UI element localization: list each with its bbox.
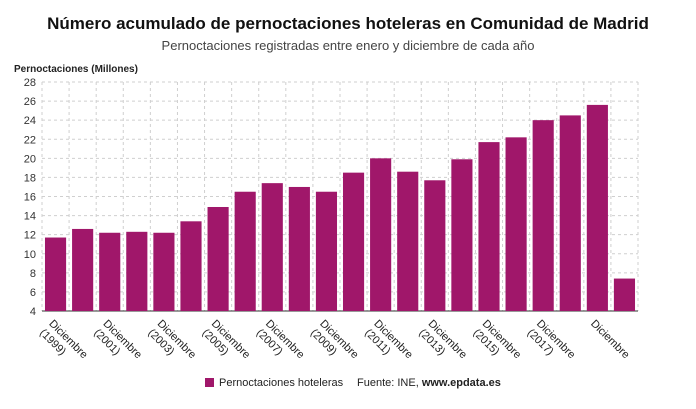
- y-tick-label: 8: [30, 268, 36, 280]
- bar-2018: [559, 115, 581, 311]
- y-tick-label: 28: [24, 77, 36, 89]
- bar-2008: [288, 186, 310, 311]
- y-tick-label: 10: [24, 249, 36, 261]
- x-tick-label: Diciembre(2011): [362, 318, 415, 361]
- y-tick-label: 18: [24, 172, 36, 184]
- x-tick-label: Diciembre(2001): [91, 318, 144, 361]
- bar-2014: [451, 159, 473, 311]
- bar-2010: [342, 172, 365, 311]
- bar-2020: [613, 278, 636, 311]
- bar-2016: [505, 137, 527, 311]
- y-tick-label: 22: [24, 134, 36, 146]
- y-tick-label: 26: [24, 96, 36, 108]
- source-site: www.epdata.es: [421, 377, 501, 389]
- source-note: Fuente: INE, www.epdata.es: [357, 377, 501, 389]
- bar-2011: [370, 158, 392, 311]
- bar-2015: [478, 142, 500, 311]
- x-tick-label: Diciembre(2017): [525, 318, 578, 361]
- bar-1999: [44, 237, 67, 311]
- bar-2006: [234, 191, 256, 311]
- x-tick-label: Diciembre(1999): [37, 318, 90, 361]
- bar-2019: [586, 104, 608, 312]
- y-axis-ticks: 4 6 8 10 12 14 16 18 20 22 24 26 28: [24, 77, 36, 318]
- bar-2017: [532, 120, 554, 312]
- bar-2013: [424, 180, 446, 311]
- gridlines: [41, 81, 639, 312]
- x-axis-ticks: Diciembre(1999) Diciembre(2001) Diciembre(…: [37, 318, 632, 361]
- bar-2001: [99, 232, 121, 311]
- x-tick-label: Diciembre(2013): [416, 318, 469, 361]
- y-tick-label: 14: [24, 211, 36, 223]
- y-tick-label: 12: [24, 230, 36, 242]
- x-tick-label: Diciembre(2003): [146, 318, 199, 361]
- y-tick-label: 16: [24, 192, 36, 204]
- bar-2009: [315, 191, 338, 311]
- x-tick-label-month: Diciembre: [588, 318, 631, 361]
- bar-2005: [207, 206, 229, 311]
- x-tick-label: Diciembre(2009): [308, 318, 361, 361]
- y-axis-label: Pernoctaciones (Millones): [14, 64, 138, 75]
- legend-swatch: [205, 378, 214, 387]
- bar-2007: [261, 183, 283, 311]
- y-tick-label: 24: [24, 115, 36, 127]
- legend-label: Pernoctaciones hoteleras: [219, 377, 344, 389]
- bars: [44, 104, 636, 312]
- bar-2002: [126, 231, 148, 311]
- bar-2003: [153, 232, 175, 311]
- chart-title: Número acumulado de pernoctaciones hotel…: [47, 14, 649, 33]
- x-tick-label: Diciembre: [588, 318, 631, 361]
- x-tick-label: Diciembre(2005): [200, 318, 253, 361]
- x-tick-label: Diciembre(2015): [471, 318, 524, 361]
- chart-subtitle: Pernoctaciones registradas entre enero y…: [161, 38, 535, 53]
- y-tick-label: 20: [24, 153, 36, 165]
- bar-2004: [180, 221, 202, 311]
- legend: Pernoctaciones hoteleras: [205, 377, 343, 389]
- y-tick-label: 6: [30, 287, 36, 299]
- x-tick-label: Diciembre(2007): [254, 318, 307, 361]
- bar-2000: [72, 228, 94, 311]
- y-tick-label: 4: [30, 306, 36, 318]
- source-prefix: Fuente: INE,: [357, 377, 422, 389]
- bar-2012: [397, 171, 419, 311]
